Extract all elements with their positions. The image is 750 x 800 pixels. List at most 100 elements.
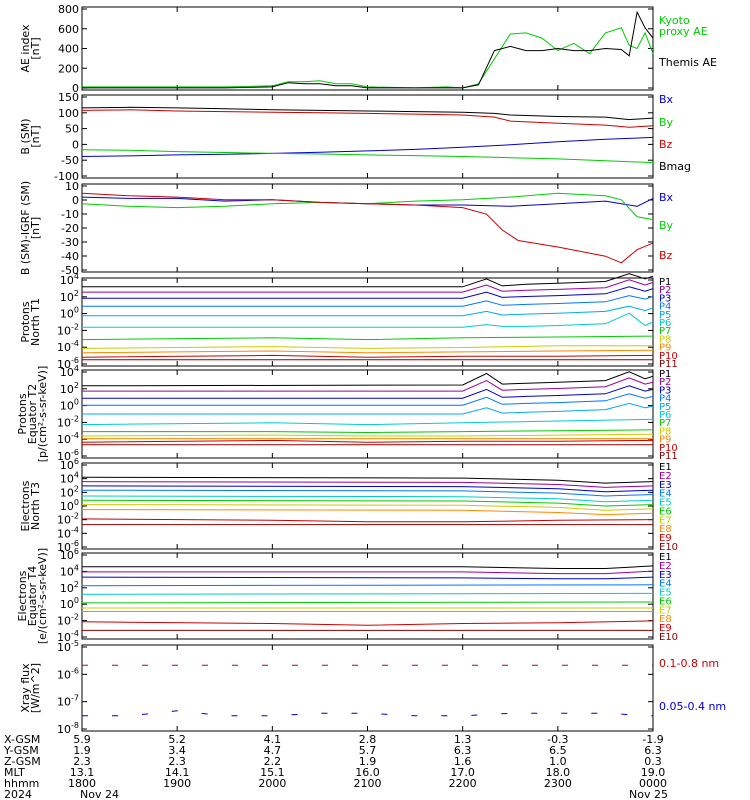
y-axis-label: [e/(cm²-s-sr-keV)] <box>36 548 49 644</box>
y-tick-label: 102 <box>60 381 79 396</box>
series-line-e5 <box>81 495 654 503</box>
legend-entry: P10 <box>659 351 678 362</box>
y-tick-label: 0 <box>72 138 79 151</box>
y-tick-label: 50 <box>65 123 79 136</box>
y-tick-label: 10-8 <box>57 721 79 736</box>
legend-entry: E4 <box>659 579 672 590</box>
x-tick-label: 16.0 <box>355 766 380 779</box>
x-axis-year: 2024 <box>4 788 32 800</box>
x-axis-row-label: Y-GSM <box>3 744 39 757</box>
x-axis-row-label: hhmm <box>4 777 39 790</box>
legend-entry: E5 <box>659 588 672 599</box>
series-line-by <box>81 192 654 220</box>
legend-entry: P5 <box>659 310 671 321</box>
y-tick-label: 10-4 <box>57 339 79 354</box>
series-line-bmag <box>81 106 654 121</box>
series-line-kyoto-proxy-ae <box>82 27 654 89</box>
y-axis-label: B (SM)-IGRF (SM) <box>19 181 32 275</box>
x-tick-label: 2.3 <box>73 755 91 768</box>
series-line-p9 <box>81 349 654 354</box>
y-tick-label: 10-6 <box>57 448 79 463</box>
legend-entry: Kyoto <box>659 14 690 27</box>
legend-entry: P8 <box>659 334 671 345</box>
x-axis-row-label: X-GSM <box>4 733 40 746</box>
y-tick-label: 150 <box>58 91 79 104</box>
x-tick-label: 1800 <box>68 777 96 790</box>
series-line-bx <box>81 196 654 207</box>
legend-entry: P3 <box>659 293 671 304</box>
series-line-e6 <box>81 601 654 604</box>
x-tick-label: 2100 <box>354 777 382 790</box>
x-tick-label: 19.0 <box>641 766 666 779</box>
series-line-e3 <box>81 576 654 580</box>
legend-entry: P9 <box>659 343 671 354</box>
panel-frame <box>81 644 654 732</box>
y-axis-label: AE index <box>19 24 32 73</box>
panel-xray: 10-5 10-6 10-7 10-8 Xray flux[W/m^2] 0.1-0.8 … <box>19 639 726 736</box>
legend-entry: P3 <box>659 385 671 396</box>
y-axis-label: Equator T4 <box>26 566 39 626</box>
x-tick-label: 4.7 <box>264 744 282 757</box>
x-axis-row-label: MLT <box>4 766 25 779</box>
x-axis-ephemeris: X-GSM 5.9 5.2 4.1 2.8 1.3 -0.3 -1.9 Y-GSM 1.9 3.4 4… <box>3 733 668 800</box>
series-line-e4 <box>81 489 654 497</box>
series-line-p1 <box>82 273 654 288</box>
series-line-bz <box>81 192 654 264</box>
legend-entry: P11 <box>659 451 678 462</box>
x-tick-label: 15.1 <box>260 766 285 779</box>
x-tick-label: 6.5 <box>549 744 567 757</box>
y-tick-label: -50 <box>61 154 79 167</box>
legend-entry: P7 <box>659 418 671 429</box>
y-tick-label: 104 <box>60 563 79 578</box>
x-tick-label: -1.9 <box>642 733 663 746</box>
legend-entry: Themis AE <box>658 56 717 69</box>
legend-entry: E7 <box>659 605 672 616</box>
series-line-bx <box>81 136 654 157</box>
legend-entry: E8 <box>659 524 672 535</box>
series-line-e2 <box>81 481 654 488</box>
x-tick-label: 0.3 <box>644 755 662 768</box>
y-tick-label: 102 <box>60 289 79 304</box>
legend-entry: Bz <box>659 249 673 262</box>
x-tick-label: 17.0 <box>450 766 475 779</box>
y-tick-label: 600 <box>58 23 79 36</box>
legend-entry: P2 <box>659 285 671 296</box>
legend-entry: P4 <box>659 302 671 313</box>
panel-bsm: 150 100 50 0 -50 -100 B (SM)[nT] Bx By Bz Bmag <box>19 91 691 183</box>
series-line-themis-ae <box>82 10 654 89</box>
legend-entry: E2 <box>659 471 672 482</box>
y-tick-label: 10-2 <box>57 512 79 527</box>
y-tick-label: 400 <box>58 43 79 56</box>
x-tick-label: 6.3 <box>644 744 662 757</box>
legend-entry: P1 <box>659 369 671 380</box>
y-axis-label: Electrons <box>16 570 29 621</box>
series-line-p10 <box>81 354 654 358</box>
series-line-p5 <box>82 402 654 415</box>
y-tick-label: 200 <box>58 62 79 75</box>
y-tick-label: 10-2 <box>57 414 79 429</box>
legend-entry: E8 <box>659 614 672 625</box>
x-tick-label: 1.6 <box>454 755 472 768</box>
x-tick-label: 18.0 <box>546 766 571 779</box>
y-tick-label: 104 <box>60 364 79 379</box>
x-tick-label: 2000 <box>258 777 286 790</box>
series-line-p2 <box>82 279 654 293</box>
x-tick-label: 5.7 <box>359 744 377 757</box>
series-line-e5 <box>81 592 654 595</box>
legend-entry: E1 <box>659 462 672 473</box>
series-line-p6 <box>81 418 654 426</box>
y-tick-label: 10-2 <box>57 613 79 628</box>
y-tick-label: 100 <box>60 498 79 513</box>
legend-entry: Bmag <box>659 160 691 173</box>
legend-entry: P6 <box>659 318 671 329</box>
x-tick-label: 0000 <box>639 777 667 790</box>
legend-entry: E3 <box>659 480 672 491</box>
series-line-e4 <box>81 584 654 587</box>
series-line-p8 <box>81 433 654 437</box>
series-line-p4 <box>82 393 654 406</box>
legend-entry: E7 <box>659 515 672 526</box>
